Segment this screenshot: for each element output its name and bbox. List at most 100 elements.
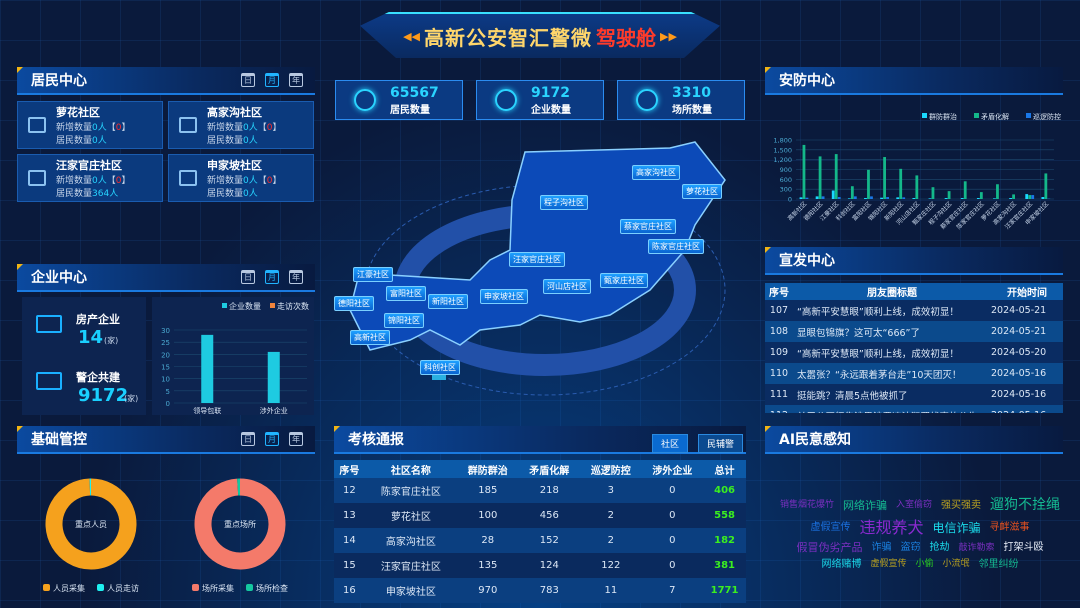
- word-cloud-term[interactable]: 寻衅滋事: [989, 521, 1030, 533]
- word-cloud-term[interactable]: 电信诈骗: [932, 520, 981, 535]
- word-cloud-term[interactable]: 强买强卖: [941, 499, 982, 511]
- bar[interactable]: [201, 334, 214, 403]
- bar[interactable]: [831, 190, 835, 199]
- legend-label[interactable]: 人员走访: [107, 583, 139, 593]
- calendar-month-icon[interactable]: 月: [265, 432, 279, 446]
- bar[interactable]: [1025, 194, 1029, 199]
- bar[interactable]: [979, 192, 983, 199]
- word-cloud-term[interactable]: 遛狗不拴绳: [990, 497, 1061, 514]
- map-community-label[interactable]: 锦阳社区: [384, 313, 424, 328]
- bar[interactable]: [960, 198, 964, 199]
- news-row[interactable]: 109 “高新平安慧眼”顺利上线，成效初显！ 2024-05-20: [765, 342, 1063, 363]
- bar[interactable]: [912, 198, 916, 199]
- bar[interactable]: [928, 198, 932, 199]
- map-community-label[interactable]: 申家坡社区: [480, 289, 528, 304]
- bar[interactable]: [931, 187, 935, 199]
- calendar-month-icon[interactable]: 月: [265, 73, 279, 87]
- community-card[interactable]: 高家沟社区 新增数量0人【0】 居民数量0人: [168, 101, 314, 149]
- table-row[interactable]: 16 申家坡社区 970 783 11 7 1771: [334, 578, 746, 603]
- community-card[interactable]: 汪家官庄社区 新增数量0人【0】 居民数量364人: [17, 154, 163, 202]
- bar[interactable]: [837, 197, 841, 199]
- calendar-month-icon[interactable]: 月: [265, 270, 279, 284]
- news-row[interactable]: 107 “高新平安慧眼”顺利上线，成效初显！ 2024-05-21: [765, 300, 1063, 321]
- calendar-year-icon[interactable]: 年: [289, 270, 303, 284]
- bar[interactable]: [899, 168, 903, 199]
- bar[interactable]: [886, 197, 889, 199]
- word-cloud-term[interactable]: 虚假宣传: [810, 521, 851, 533]
- bar[interactable]: [996, 184, 999, 199]
- bar[interactable]: [1031, 195, 1035, 199]
- bar[interactable]: [993, 198, 996, 199]
- bar[interactable]: [1012, 194, 1015, 199]
- word-cloud-term[interactable]: 诈骗: [871, 541, 892, 553]
- map-community-label[interactable]: 陈家官庄社区: [648, 239, 704, 254]
- bar[interactable]: [867, 169, 870, 199]
- bar[interactable]: [818, 156, 822, 199]
- bar[interactable]: [267, 351, 280, 403]
- word-cloud-term[interactable]: 敲诈勒索: [958, 542, 995, 553]
- map-community-label[interactable]: 萝花社区: [682, 184, 722, 199]
- table-row[interactable]: 14 高家沟社区 28 152 2 0 182: [334, 528, 746, 553]
- word-cloud-term[interactable]: 邻里纠纷: [978, 558, 1019, 570]
- map-community-label[interactable]: 高家沟社区: [632, 165, 680, 180]
- bar[interactable]: [870, 196, 873, 199]
- news-row[interactable]: 111 挺能跳？清晨5点他被抓了 2024-05-16: [765, 384, 1063, 405]
- bar[interactable]: [1009, 198, 1012, 199]
- bar[interactable]: [799, 197, 803, 199]
- bar[interactable]: [834, 154, 838, 199]
- calendar-year-icon[interactable]: 年: [289, 73, 303, 87]
- bar[interactable]: [947, 191, 951, 199]
- legend-label[interactable]: 场所检查: [256, 583, 288, 593]
- table-row[interactable]: 12 陈家官庄社区 185 218 3 0 406: [334, 478, 746, 503]
- table-row[interactable]: 13 萝花社区 100 456 2 0 558: [334, 503, 746, 528]
- bar[interactable]: [915, 175, 919, 199]
- map-community-label[interactable]: 汪家官庄社区: [509, 252, 565, 267]
- bar[interactable]: [976, 198, 980, 199]
- legend-label[interactable]: 人员采集: [53, 583, 85, 593]
- word-cloud-term[interactable]: 入室偷窃: [896, 500, 933, 511]
- donut-segment[interactable]: [45, 478, 137, 570]
- bar[interactable]: [815, 196, 819, 199]
- legend-label[interactable]: 场所采集: [202, 583, 234, 593]
- word-cloud-term[interactable]: 销售烟花爆竹: [779, 500, 834, 511]
- word-cloud-term[interactable]: 小流氓: [942, 559, 970, 570]
- word-cloud-term[interactable]: 打架斗殴: [1003, 541, 1044, 553]
- map-community-label[interactable]: 蔡家官庄社区: [620, 219, 676, 234]
- bar[interactable]: [847, 198, 851, 199]
- word-cloud-term[interactable]: 假冒伪劣产品: [796, 541, 863, 555]
- bar[interactable]: [944, 198, 948, 199]
- map-community-label[interactable]: 新阳社区: [428, 294, 468, 309]
- word-cloud-term[interactable]: 虚假宣传: [870, 559, 907, 570]
- bar[interactable]: [902, 197, 906, 199]
- bar[interactable]: [963, 181, 967, 199]
- bar[interactable]: [853, 196, 857, 199]
- map-community-label[interactable]: 程子沟社区: [540, 195, 588, 210]
- news-row[interactable]: 108 显眼包锦旗？这可太“666”了 2024-05-21: [765, 321, 1063, 342]
- word-cloud-term[interactable]: 盗窃: [900, 541, 921, 553]
- bar[interactable]: [821, 196, 825, 199]
- calendar-day-icon[interactable]: 日: [241, 432, 255, 446]
- bar[interactable]: [883, 157, 886, 199]
- donut-segment[interactable]: [194, 478, 286, 570]
- community-card[interactable]: 萝花社区 新增数量0人【0】 居民数量0人: [17, 101, 163, 149]
- calendar-day-icon[interactable]: 日: [241, 73, 255, 87]
- word-cloud-term[interactable]: 抢劫: [929, 541, 950, 553]
- table-row[interactable]: 15 汪家官庄社区 135 124 122 0 381: [334, 553, 746, 578]
- bar[interactable]: [805, 197, 809, 199]
- bar[interactable]: [850, 186, 854, 199]
- map-community-label[interactable]: 德阳社区: [334, 296, 374, 311]
- tab-police[interactable]: 民辅警: [698, 434, 744, 453]
- news-row[interactable]: 112关于公开征集涉黑涉恶违法犯罪线索的公告2024-05-16: [765, 405, 1063, 413]
- map-community-label[interactable]: 科创社区: [420, 360, 460, 375]
- map-community-label[interactable]: 河山店社区: [543, 279, 591, 294]
- bar[interactable]: [1044, 173, 1048, 199]
- word-cloud-term[interactable]: 网络赌博: [821, 558, 862, 570]
- news-row[interactable]: 110 太嚣张？“永远跟着茅台走”10天团灭！ 2024-05-16: [765, 363, 1063, 384]
- bar[interactable]: [880, 197, 883, 199]
- word-cloud-term[interactable]: 小偷: [915, 559, 934, 570]
- map-community-label[interactable]: 江豪社区: [353, 267, 393, 282]
- map-community-label[interactable]: 高新社区: [350, 330, 390, 345]
- word-cloud-term[interactable]: 违规养犬: [859, 518, 924, 538]
- bar[interactable]: [896, 197, 900, 199]
- bar[interactable]: [802, 144, 806, 199]
